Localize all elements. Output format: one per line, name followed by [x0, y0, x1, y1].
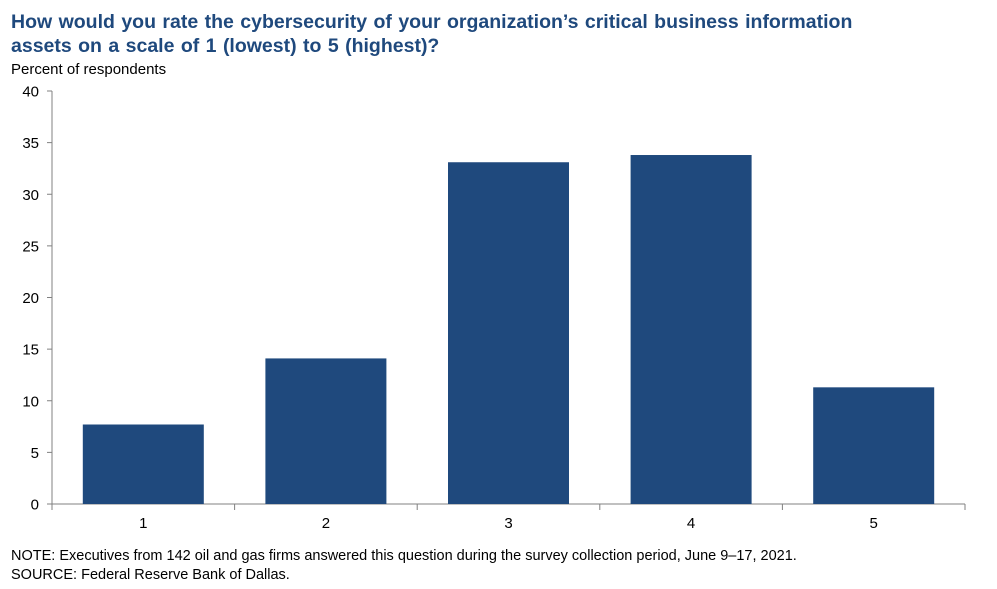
y-tick-label-6: 30 — [22, 187, 39, 204]
y-tick-label-3: 15 — [22, 342, 39, 359]
chart-title-line-1: How would you rate the cybersecurity of … — [11, 11, 853, 33]
y-tick-label-4: 20 — [22, 290, 39, 307]
y-tick-label-5: 25 — [22, 238, 39, 255]
source-text: SOURCE: Federal Reserve Bank of Dallas. — [11, 567, 290, 583]
bar-5 — [813, 387, 935, 504]
chart-title: How would you rate the cybersecurity of … — [11, 10, 981, 58]
bar-3 — [448, 162, 569, 504]
chart-title-line-2: assets on a scale of 1 (lowest) to 5 (hi… — [11, 35, 440, 57]
y-tick-label-0: 0 — [31, 497, 39, 514]
y-tick-label-8: 40 — [22, 84, 39, 101]
bar-4 — [630, 155, 752, 504]
x-tick-label-4: 4 — [687, 515, 695, 532]
bar-2 — [265, 358, 387, 504]
x-tick-label-5: 5 — [870, 515, 878, 532]
y-tick-label-2: 10 — [22, 393, 39, 410]
note-text: NOTE: Executives from 142 oil and gas fi… — [11, 548, 797, 564]
x-tick-label-3: 3 — [504, 515, 512, 532]
bar-1 — [82, 424, 204, 504]
footnotes: NOTE: Executives from 142 oil and gas fi… — [11, 547, 797, 585]
y-axis-label: Percent of respondents — [11, 61, 167, 78]
y-tick-label-7: 35 — [22, 135, 39, 152]
x-tick-label-1: 1 — [139, 515, 147, 532]
y-tick-label-1: 5 — [31, 445, 39, 462]
x-tick-label-2: 2 — [322, 515, 330, 532]
